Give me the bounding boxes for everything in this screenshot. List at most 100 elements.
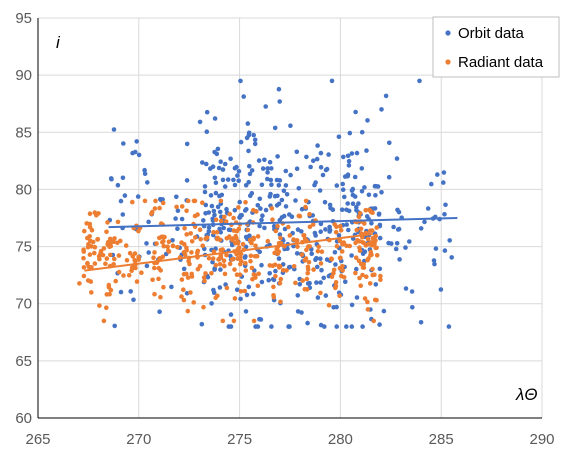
orbit-data-point: [327, 229, 332, 234]
radiant-data-point: [280, 268, 286, 273]
orbit-data-point: [259, 217, 264, 223]
radiant-data-point: [378, 273, 383, 279]
orbit-data-point: [232, 207, 238, 213]
radiant-data-point: [192, 213, 198, 219]
radiant-data-point: [156, 265, 162, 271]
radiant-data-point: [203, 236, 208, 241]
legend-marker-radiant: [445, 59, 451, 65]
radiant-data-point: [185, 275, 191, 280]
orbit-data-point: [209, 301, 214, 306]
radiant-data-point: [248, 258, 253, 264]
orbit-data-point: [315, 143, 320, 148]
orbit-data-point: [134, 139, 139, 144]
orbit-data-point: [318, 280, 323, 285]
orbit-data-point: [332, 250, 338, 255]
orbit-data-point: [295, 293, 301, 298]
orbit-data-point: [410, 305, 415, 310]
y-tick-label: 85: [15, 124, 32, 141]
radiant-data-point: [222, 214, 227, 220]
radiant-data-point: [132, 251, 138, 256]
radiant-data-point: [101, 246, 107, 251]
orbit-data-point: [241, 94, 246, 99]
radiant-data-point: [340, 242, 345, 247]
radiant-data-point: [81, 249, 87, 254]
legend-label-radiant: Radiant data: [458, 54, 544, 71]
radiant-data-point: [157, 235, 162, 241]
orbit-data-point: [215, 204, 221, 210]
radiant-data-point: [201, 275, 207, 280]
radiant-data-point: [200, 200, 205, 205]
radiant-data-point: [123, 243, 129, 248]
radiant-data-point: [179, 294, 184, 299]
radiant-data-point: [160, 240, 165, 245]
orbit-data-point: [343, 279, 348, 285]
radiant-data-point: [179, 204, 185, 209]
radiant-data-point: [127, 250, 133, 256]
orbit-data-point: [365, 118, 370, 123]
radiant-data-point: [242, 288, 248, 294]
orbit-data-point: [294, 149, 300, 155]
radiant-data-point: [84, 221, 89, 226]
orbit-data-point: [333, 262, 338, 267]
orbit-data-point: [237, 199, 242, 205]
radiant-data-point: [213, 217, 219, 222]
radiant-data-point: [278, 235, 283, 241]
orbit-data-point: [212, 175, 218, 181]
radiant-data-point: [160, 200, 166, 206]
orbit-data-point: [354, 295, 360, 300]
radiant-data-point: [191, 300, 196, 305]
radiant-data-point: [85, 235, 90, 241]
radiant-data-point: [182, 226, 187, 231]
orbit-data-point: [238, 213, 243, 218]
orbit-data-point: [359, 188, 365, 194]
orbit-data-point: [118, 289, 124, 295]
radiant-data-point: [255, 283, 261, 289]
orbit-data-point: [246, 179, 251, 185]
orbit-data-point: [441, 180, 446, 185]
radiant-data-point: [224, 285, 230, 291]
orbit-data-point: [283, 168, 289, 174]
radiant-data-point: [370, 266, 375, 272]
orbit-data-point: [169, 284, 174, 290]
radiant-data-point: [230, 256, 236, 262]
orbit-data-point: [360, 251, 366, 256]
radiant-data-point: [364, 274, 369, 280]
orbit-data-point: [346, 158, 352, 164]
radiant-data-point: [81, 255, 86, 261]
legend-marker-orbit: [445, 30, 451, 36]
radiant-data-point: [118, 238, 123, 244]
orbit-data-point: [216, 165, 222, 171]
radiant-data-point: [278, 240, 284, 246]
orbit-data-point: [350, 192, 356, 198]
orbit-data-point: [269, 324, 274, 329]
orbit-data-point: [373, 282, 379, 287]
y-tick-label: 75: [15, 239, 32, 256]
radiant-data-point: [272, 262, 278, 268]
orbit-data-point: [377, 266, 383, 272]
radiant-data-point: [150, 277, 155, 283]
radiant-data-point: [369, 252, 374, 257]
radiant-data-point: [107, 236, 113, 242]
orbit-data-point: [218, 267, 223, 272]
orbit-data-point: [318, 256, 323, 262]
orbit-data-point: [259, 262, 264, 268]
orbit-data-point: [120, 175, 126, 181]
radiant-data-point: [374, 245, 379, 251]
orbit-data-point: [226, 227, 232, 233]
orbit-data-point: [422, 219, 427, 225]
radiant-data-point: [217, 237, 223, 243]
orbit-data-point: [244, 135, 250, 141]
radiant-data-point: [240, 241, 246, 247]
radiant-data-point: [239, 258, 244, 264]
orbit-data-point: [431, 258, 437, 263]
orbit-data-point: [228, 156, 233, 162]
radiant-data-point: [367, 208, 373, 213]
orbit-data-point: [262, 225, 267, 231]
orbit-data-point: [212, 116, 218, 121]
orbit-data-point: [362, 185, 367, 190]
radiant-data-point: [87, 252, 93, 257]
radiant-data-point: [334, 244, 340, 249]
orbit-data-point: [321, 275, 327, 281]
radiant-data-point: [161, 284, 166, 290]
orbit-data-point: [281, 188, 287, 194]
